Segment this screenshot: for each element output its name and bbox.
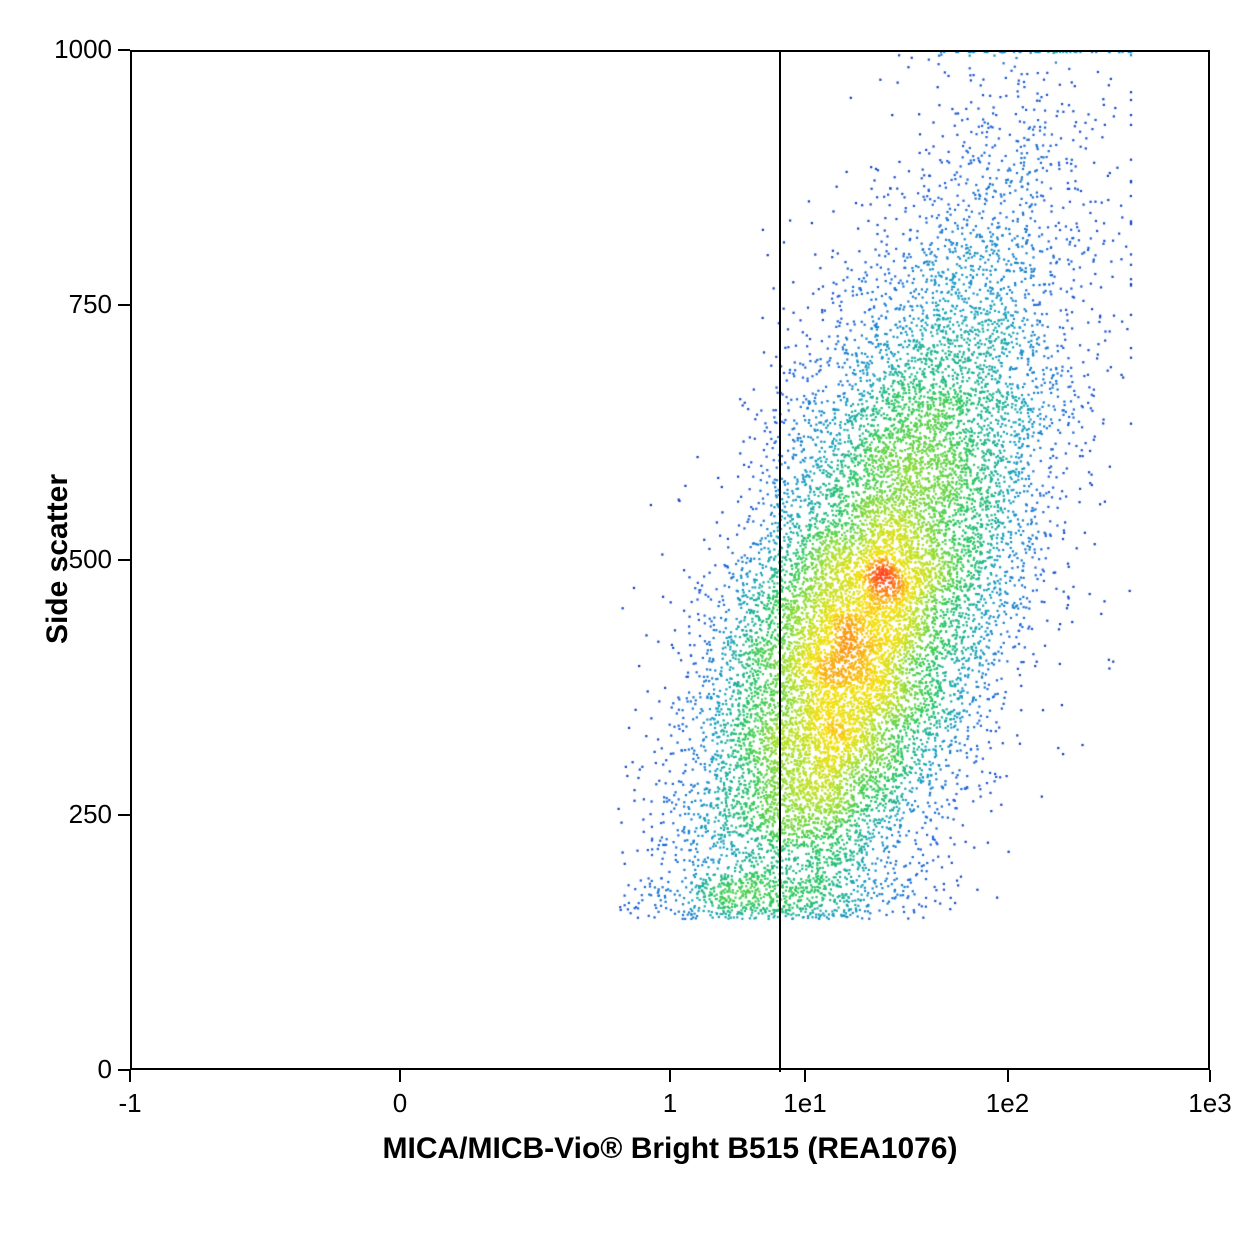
y-tick-label: 0: [98, 1054, 112, 1085]
density-scatter-canvas: [132, 52, 1212, 1072]
y-tick-label: 1000: [54, 34, 112, 65]
y-tick-label: 500: [69, 544, 112, 575]
y-tick: [118, 304, 130, 306]
plot-area: [130, 50, 1210, 1070]
x-tick: [804, 1070, 806, 1082]
y-tick-label: 250: [69, 799, 112, 830]
x-tick-label: 0: [360, 1088, 440, 1119]
x-tick-label: 1e1: [765, 1088, 845, 1119]
x-tick: [1209, 1070, 1211, 1082]
x-tick: [129, 1070, 131, 1082]
x-tick: [399, 1070, 401, 1082]
x-tick: [669, 1070, 671, 1082]
y-tick-label: 750: [69, 289, 112, 320]
scatter-plot-figure: Side scatter MICA/MICB-Vio® Bright B515 …: [0, 0, 1250, 1250]
x-tick-label: 1e3: [1170, 1088, 1250, 1119]
x-tick-label: 1e2: [968, 1088, 1048, 1119]
y-tick: [118, 49, 130, 51]
x-axis-label: MICA/MICB-Vio® Bright B515 (REA1076): [130, 1132, 1210, 1166]
gate-vertical-line: [779, 52, 781, 1072]
y-tick: [118, 814, 130, 816]
x-tick-label: -1: [90, 1088, 170, 1119]
x-tick-label: 1: [630, 1088, 710, 1119]
y-tick: [118, 1069, 130, 1071]
y-tick: [118, 559, 130, 561]
x-tick: [1007, 1070, 1009, 1082]
